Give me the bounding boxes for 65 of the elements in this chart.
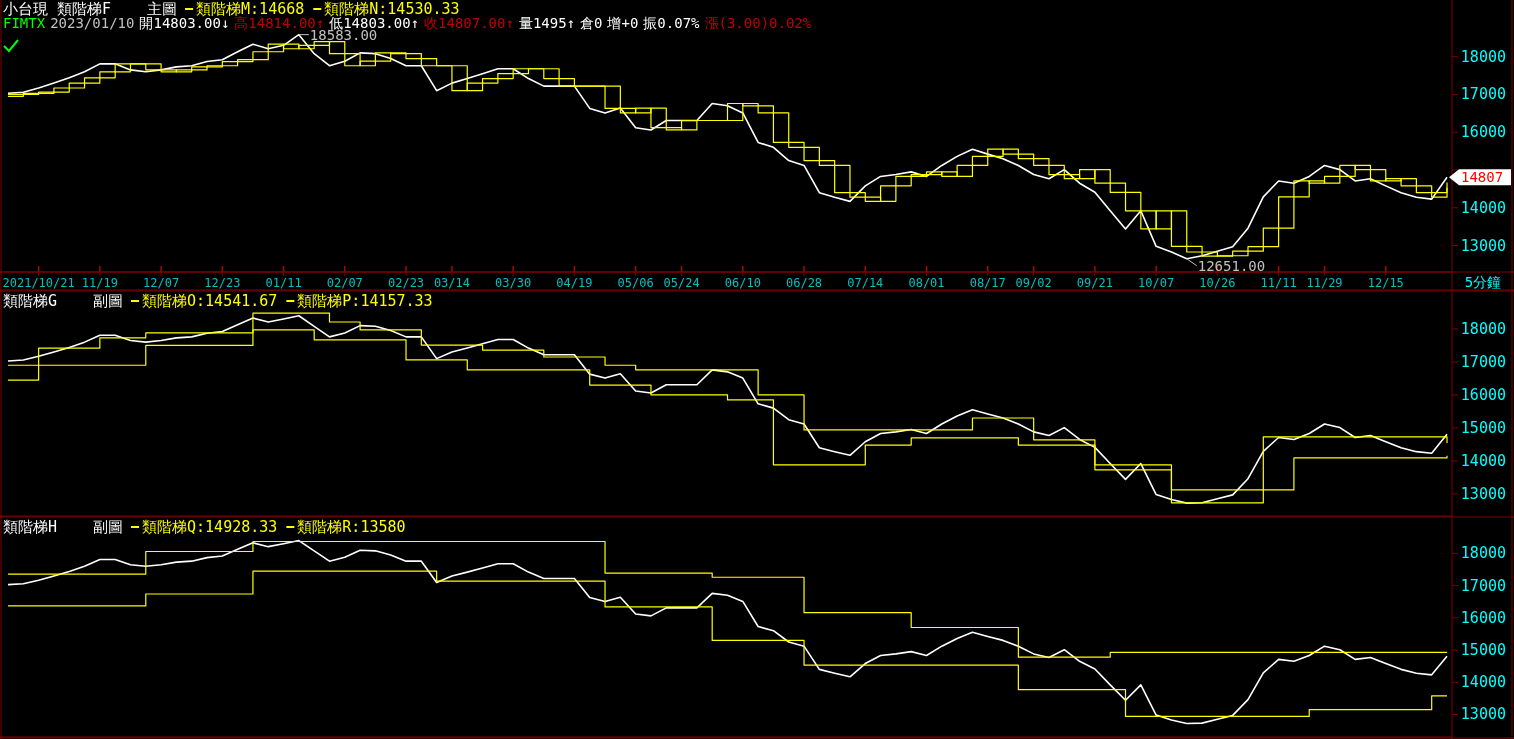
y-tick-label: 18000 [1460, 319, 1506, 338]
x-tick-label: 2021/10/21 [2, 276, 75, 290]
chart-title: 類階梯G [3, 292, 58, 310]
x-tick-label: 10/26 [1199, 276, 1236, 290]
annotation: 量1495↑ [518, 15, 576, 31]
y-tick-label: 14000 [1460, 451, 1506, 470]
y-tick-label: 13000 [1460, 705, 1506, 724]
annotation: 增+0 [606, 15, 639, 31]
y-tick-label: 14000 [1460, 673, 1506, 692]
x-tick-label: 11/29 [1306, 276, 1343, 290]
x-tick-label: 02/23 [387, 276, 425, 290]
x-tick-label: 01/11 [265, 276, 302, 290]
chart-subtitle: 主圖 [147, 0, 178, 18]
y-tick-label: 17000 [1460, 576, 1506, 595]
y-tick-label: 15000 [1460, 641, 1506, 660]
x-tick-label: 05/24 [663, 276, 700, 290]
y-tick-label: 14000 [1460, 198, 1506, 217]
annotation: 2023/01/10 [50, 15, 135, 31]
x-tick-label: 02/07 [326, 276, 363, 290]
annotation: 振0.07% [643, 15, 701, 31]
annotation: FIMTX [3, 15, 46, 31]
x-tick-label: 08/17 [969, 276, 1006, 290]
chart-subtitle: 副圖 [93, 292, 124, 310]
y-tick-label: 17000 [1460, 85, 1506, 104]
x-tick-label: 09/02 [1015, 276, 1052, 290]
y-tick-label: 18000 [1460, 47, 1506, 66]
annotation: 漲(3.00)0.02% [704, 15, 812, 31]
y-tick-label: 17000 [1460, 352, 1506, 371]
x-tick-label: 11/11 [1260, 276, 1297, 290]
chart-title: 類階梯H [3, 518, 58, 536]
annotation: 開14803.00↓ [139, 15, 230, 31]
y-tick-label: 13000 [1460, 236, 1506, 255]
y-tick-label: 15000 [1460, 418, 1506, 437]
x-axis-title: 5分鐘 [1464, 274, 1502, 290]
data-label: 12651.00 [1197, 257, 1266, 274]
x-tick-label: 12/15 [1367, 276, 1404, 290]
legend-label: 類階梯N:14530.33 [324, 0, 460, 18]
x-tick-label: 06/10 [724, 276, 761, 290]
chart-subtitle: 副圖 [93, 518, 124, 536]
legend-label: 類階梯Q:14928.33 [142, 518, 278, 536]
legend-label: 類階梯O:14541.67 [142, 292, 278, 310]
x-tick-label: 10/07 [1138, 276, 1175, 290]
x-tick-label: 03/30 [495, 276, 532, 290]
y-tick-label: 16000 [1460, 608, 1506, 627]
y-tick-label: 13000 [1460, 484, 1506, 503]
x-tick-label: 06/28 [785, 276, 823, 290]
legend-label: 類階梯P:14157.33 [297, 292, 433, 310]
y-tick-label: 18000 [1460, 544, 1506, 563]
y-tick-label: 16000 [1460, 385, 1506, 404]
annotation: 倉0 [580, 15, 603, 31]
x-tick-label: 09/21 [1076, 276, 1113, 290]
x-tick-label: 11/19 [81, 276, 118, 290]
x-tick-label: 08/01 [908, 276, 945, 290]
y-tick-label: 16000 [1460, 123, 1506, 142]
x-tick-label: 03/14 [433, 276, 471, 290]
chart-title: 小台現 類階梯F [3, 0, 112, 18]
x-tick-label: 04/19 [556, 276, 593, 290]
annotation: 高14814.00↑ [234, 15, 325, 31]
x-tick-label: 05/06 [617, 276, 654, 290]
x-tick-label: 12/07 [143, 276, 180, 290]
x-tick-label: 07/14 [847, 276, 884, 290]
data-label: 14807 [1461, 169, 1504, 186]
annotation: 收14807.00↑ [424, 15, 514, 31]
legend-label: 類階梯R:13580 [297, 518, 406, 536]
x-tick-label: 12/23 [204, 276, 241, 290]
